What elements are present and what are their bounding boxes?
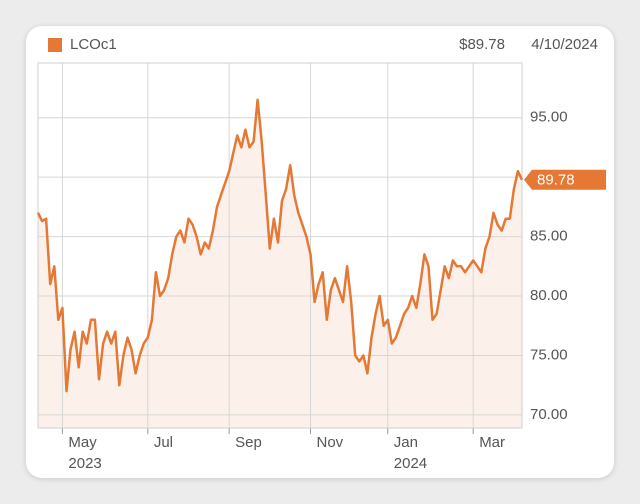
x-tick-label: Jul <box>153 434 173 451</box>
last-price: $89.78 <box>459 36 505 53</box>
x-tick-label: May 2023 <box>68 434 102 472</box>
y-tick-label: 85.00 <box>530 228 568 245</box>
price-marker-label: 89.78 <box>537 172 575 189</box>
x-tick-label: Jan 2024 <box>393 434 428 472</box>
y-tick-label: 75.00 <box>530 346 568 363</box>
y-tick-label: 95.00 <box>530 109 568 126</box>
price-marker <box>524 169 606 190</box>
x-tick-label: Mar <box>479 434 506 451</box>
x-tick-label: Nov <box>316 434 344 451</box>
plot-border <box>37 62 523 429</box>
y-tick-label: 80.00 <box>530 287 568 304</box>
line <box>36 98 524 393</box>
card <box>26 26 614 478</box>
legend-swatch <box>48 38 62 52</box>
y-tick-label: 70.00 <box>530 406 568 423</box>
x-tick-label: Sep <box>235 434 262 451</box>
area <box>38 99 522 429</box>
date: 4/10/2024 <box>531 36 598 53</box>
legend-label: LCOc1 <box>70 36 117 53</box>
